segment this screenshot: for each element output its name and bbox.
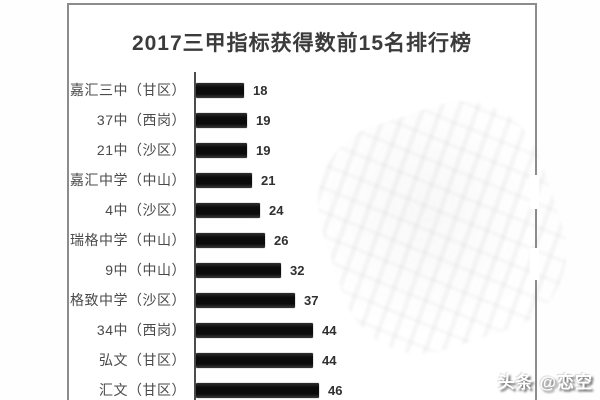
category-label: 嘉汇中学（中山） (70, 172, 186, 188)
value-label: 19 (256, 142, 271, 158)
value-label: 46 (328, 382, 343, 398)
value-label: 37 (304, 292, 319, 308)
chart-row: 4中（沙区） 24 (69, 195, 535, 225)
bar (196, 232, 265, 248)
bar (196, 202, 260, 218)
watermark-bottom-right: 头条 @恋空 (497, 373, 593, 392)
category-label: 汇文（甘区） (99, 382, 186, 398)
value-label: 24 (269, 202, 284, 218)
value-label: 19 (256, 112, 271, 128)
chart-title: 2017三甲指标获得数前15名排行榜 (131, 32, 473, 55)
bar-chart: 2017三甲指标获得数前15名排行榜 嘉汇三中（甘区） 18 37中（西岗） 19 21… (67, 3, 588, 400)
value-label: 21 (261, 172, 276, 188)
value-label: 44 (322, 322, 337, 338)
category-label: 9中（中山） (105, 262, 186, 278)
category-label: 37中（西岗） (96, 112, 186, 128)
category-label: 34中（西岗） (96, 322, 186, 338)
chart-row: 34中（西岗） 44 (69, 315, 535, 345)
bar (196, 352, 313, 368)
chart-row: 弘文（甘区） 44 (69, 345, 535, 375)
bar (196, 382, 319, 398)
category-label: 4中（沙区） (105, 202, 186, 218)
category-label: 弘文（甘区） (99, 352, 186, 368)
chart-row: 9中（中山） 32 (69, 255, 535, 285)
category-label: 嘉汇三中（甘区） (70, 82, 186, 98)
value-label: 26 (274, 232, 289, 248)
bar (196, 142, 247, 158)
value-label: 44 (322, 352, 337, 368)
chart-row: 瑞格中学（中山） 26 (69, 225, 535, 255)
category-label: 21中（沙区） (96, 142, 186, 158)
bar (196, 82, 244, 98)
border-gap-patch (530, 175, 539, 209)
chart-rows: 嘉汇三中（甘区） 18 37中（西岗） 19 21中（沙区） 19 嘉汇中学（中山） 21 4中… (69, 75, 535, 400)
category-label: 格致中学（沙区） (70, 292, 186, 308)
y-axis-line (194, 72, 196, 400)
chart-row: 21中（沙区） 19 (69, 135, 535, 165)
bar (196, 292, 295, 308)
border-gap-patch (530, 248, 539, 280)
category-label: 瑞格中学（中山） (70, 232, 186, 248)
chart-row: 嘉汇三中（甘区） 18 (69, 75, 535, 105)
value-label: 18 (253, 82, 268, 98)
chart-row: 格致中学（沙区） 37 (69, 285, 535, 315)
bar (196, 112, 247, 128)
chart-row: 37中（西岗） 19 (69, 105, 535, 135)
bar (196, 172, 252, 188)
value-label: 32 (290, 262, 305, 278)
chart-row: 汇文（甘区） 46 (69, 375, 535, 400)
bar (196, 262, 281, 278)
chart-row: 嘉汇中学（中山） 21 (69, 165, 535, 195)
bar (196, 322, 313, 338)
